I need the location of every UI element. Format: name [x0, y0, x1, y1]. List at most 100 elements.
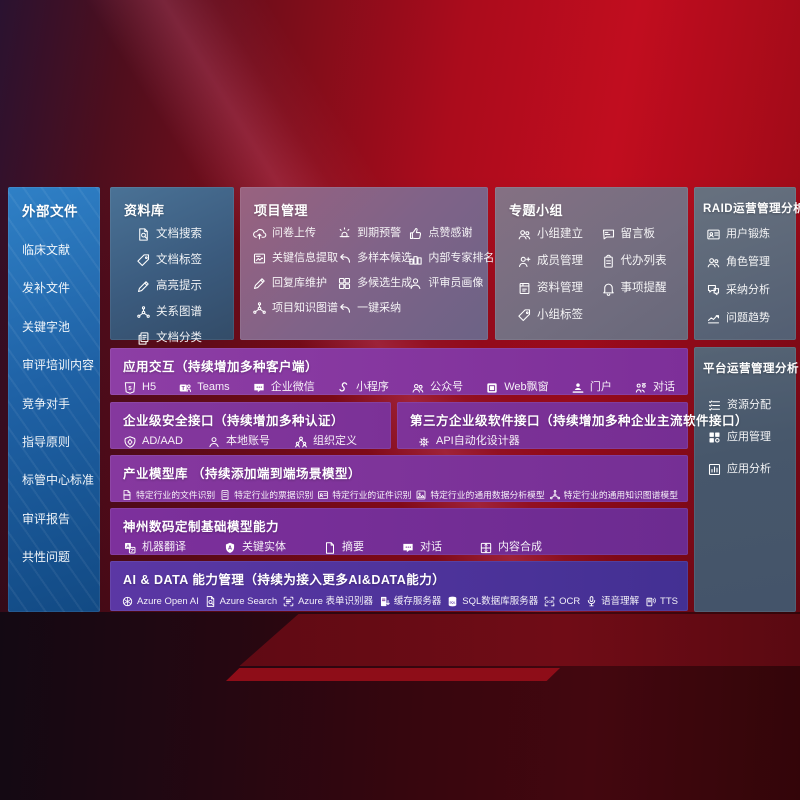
feature-label: 关键字池: [22, 319, 71, 334]
feature-item: 关系图谱: [136, 305, 230, 320]
feature-item: 文档分类: [136, 331, 230, 346]
panel-items: 5 H5 T Teams 企业微信 小程序 公众号 Web飘窗 门户 对话: [110, 375, 688, 395]
external-file-item: 审评报告: [22, 512, 94, 526]
feature-label: 临床文献: [22, 243, 71, 257]
feature-label: 关键实体: [242, 541, 286, 554]
external-file-item: 关键字池: [22, 320, 94, 334]
panel-library: 资料库 文档搜索 文档标签 高亮提示 关系图谱 文档分类: [110, 187, 234, 345]
feature-item: 成员管理: [517, 254, 601, 269]
feature-item: 文档搜索: [136, 227, 230, 242]
feature-item: 摘要: [323, 541, 364, 555]
panel-title: 外部文件: [22, 204, 78, 219]
svg-text:T: T: [182, 386, 186, 392]
panel-raid-analysis: RAID运营管理分析 用户锻炼 角色管理 采纳分析 问题趋势: [694, 187, 800, 340]
feature-item: 用户锻炼: [706, 227, 794, 242]
feature-item: 事项提醒: [601, 281, 685, 296]
panel-items: A 机器翻译 A 关键实体 摘要 对话 内容合成: [110, 535, 688, 555]
feature-label: 到期预警: [357, 226, 402, 239]
feature-item: AD/AAD: [123, 435, 183, 449]
feature-item: 语音理解: [585, 595, 639, 608]
id-card-icon: [317, 489, 329, 501]
doc-search-icon: [204, 595, 217, 608]
feature-item: 特定行业的文件识别: [121, 489, 215, 501]
feature-label: 特定行业的通用知识图谱模型: [563, 489, 678, 500]
image-text-icon: [252, 251, 267, 266]
feature-item: 点赞感谢: [408, 226, 482, 241]
panel-items: 用户锻炼 角色管理 采纳分析 问题趋势: [694, 216, 796, 326]
panel-items: 问卷上传 到期预警 点赞感谢 关键信息提取 多样本候选 内部专家排名 回复库维护 多候选生成 评…: [240, 219, 494, 316]
feature-label: 问题趋势: [726, 311, 770, 324]
doc-lines-icon: [219, 489, 231, 501]
org-people-icon: [294, 435, 308, 449]
feature-label: 评审员画像: [428, 276, 484, 289]
checklist-icon: [707, 398, 722, 413]
feature-label: 内部专家排名: [428, 251, 495, 264]
app-grid-icon: [707, 430, 722, 445]
feature-item: Web飘窗: [485, 381, 549, 395]
panel-title: 专题小组: [509, 203, 564, 218]
feature-label: 特定行业的证件识别: [332, 489, 412, 500]
stand-shape-dark: [239, 614, 800, 666]
panel-title: 神州数码定制基础模型能力: [123, 520, 280, 534]
people-icon: [706, 255, 721, 270]
feature-label: API自动化设计器: [436, 435, 520, 448]
people-chat-icon: [634, 381, 648, 395]
feature-label: 高亮提示: [156, 279, 202, 292]
svg-text:5: 5: [128, 386, 132, 392]
feature-label: 特定行业的文件识别: [136, 489, 216, 500]
mic-icon: [585, 595, 598, 608]
person-icon: [207, 435, 221, 449]
people-icon: [517, 227, 532, 242]
feature-label: Web飘窗: [504, 381, 549, 394]
feature-label: 本地账号: [225, 435, 270, 448]
feature-label: 小组标签: [537, 308, 583, 321]
feature-label: AD/AAD: [142, 435, 183, 448]
podium-icon: [408, 251, 423, 266]
gear-api-icon: [417, 435, 431, 449]
feature-label: 留言板: [620, 227, 656, 240]
feature-label: 文档分类: [156, 331, 202, 344]
image-box-icon: [415, 489, 427, 501]
s-curve-icon: [337, 381, 351, 395]
network-icon: [549, 489, 561, 501]
feature-item: 采纳分析: [706, 283, 794, 298]
feature-label: 事项提醒: [620, 281, 667, 294]
feature-label: 资料管理: [537, 281, 583, 294]
feature-label: 一键采纳: [357, 301, 402, 314]
feature-label: 问卷上传: [272, 226, 316, 239]
shield-icon: [123, 435, 137, 449]
feature-label: 对话: [420, 541, 442, 554]
feature-item: 资源分配: [707, 398, 794, 413]
tag-icon: [517, 308, 532, 323]
html5-icon: 5: [123, 381, 137, 395]
feature-item: 对话: [634, 381, 675, 395]
panel-title: 应用交互（持续增加多种客户端）: [123, 360, 319, 374]
feature-label: H5: [142, 381, 157, 394]
feature-label: 文档标签: [156, 253, 202, 266]
alarm-icon: [337, 226, 352, 241]
feature-item: 代办列表: [601, 254, 685, 269]
feature-item: 小组建立: [517, 227, 601, 242]
person-desk-icon: [571, 381, 585, 395]
feature-label: 小程序: [355, 381, 389, 394]
svg-text:A: A: [126, 544, 130, 550]
feature-item: Azure Search: [204, 595, 278, 608]
feature-label: Teams: [197, 381, 230, 394]
feature-label: 关系图谱: [156, 305, 202, 318]
feature-label: 项目知识图谱: [272, 301, 338, 314]
panel-title: 产业模型库 （持续添加端到端场景模型）: [123, 467, 361, 481]
external-file-item: 临床文献: [22, 243, 94, 257]
feature-label: Azure Search: [219, 595, 278, 607]
external-file-item: 发补文件: [22, 281, 94, 295]
pencil-icon: [136, 279, 151, 294]
feature-item: OCR OCR: [543, 595, 580, 608]
panel-external-files: 外部文件 临床文献 发补文件 关键字池 审评培训内容 竞争对手 指导原则 标管中心标准 审评报…: [8, 187, 100, 612]
feature-item: 留言板: [601, 227, 685, 242]
feature-item: 小程序: [337, 381, 389, 395]
feature-item: 门户: [571, 381, 612, 395]
external-file-item: 共性问题: [22, 550, 94, 564]
feature-item: 高亮提示: [136, 279, 230, 294]
trend-chart-icon: [706, 311, 721, 326]
svg-text:OCR: OCR: [545, 600, 554, 604]
feature-item: 公众号: [411, 381, 463, 395]
